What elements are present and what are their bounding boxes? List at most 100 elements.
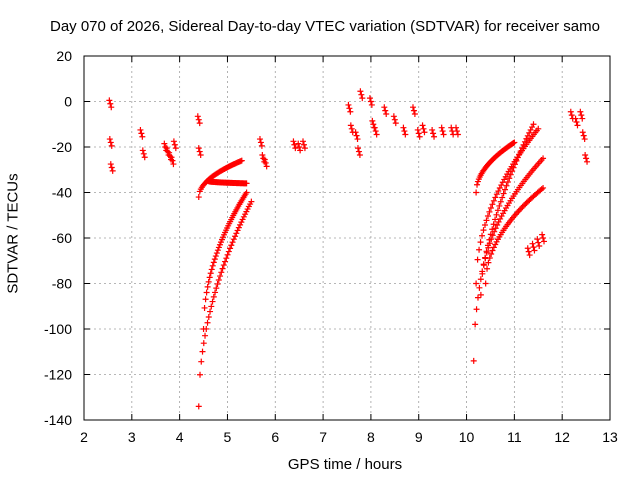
data-point [161,140,168,147]
data-point [493,191,500,198]
data-point [200,326,207,332]
data-point [109,167,116,174]
data-point [472,321,479,328]
data-point [522,201,529,208]
data-point [538,186,545,193]
data-point [172,145,179,152]
data-point [535,239,542,246]
data-point [169,157,176,164]
data-point [240,213,247,220]
data-point [222,258,229,265]
data-point [419,122,426,129]
data-point [523,199,530,206]
data-point [301,145,308,152]
y-tick-label: 20 [56,48,72,64]
data-point [520,202,527,209]
data-point [440,131,447,138]
y-tick-label: -120 [44,367,72,383]
data-point [359,95,366,102]
y-tick-label: -80 [52,276,72,292]
data-point [108,164,115,171]
data-point [210,293,217,300]
x-tick-label: 12 [554,429,570,445]
data-point [582,151,589,158]
data-point [486,254,493,261]
x-tick-label: 4 [176,429,184,445]
data-point [201,304,208,311]
data-point [567,108,574,115]
data-point [372,128,379,135]
data-point [573,118,580,125]
data-point [205,278,212,285]
data-point [519,203,526,210]
data-point [486,240,493,247]
data-point [492,194,499,201]
data-point [526,252,533,259]
data-point [170,138,177,145]
data-point [207,308,214,315]
data-point [516,206,523,213]
data-point [476,246,483,253]
data-point [499,179,506,186]
data-point [369,117,376,124]
data-point [227,245,234,252]
data-point [371,124,378,131]
data-point [296,144,303,150]
data-point [492,225,499,232]
data-point [259,151,266,158]
data-point [429,126,436,133]
data-point [217,273,224,280]
data-point [511,139,518,146]
data-point [370,121,377,128]
data-point [518,205,525,212]
data-point [195,403,202,410]
data-point [258,142,265,149]
y-tick-label: 0 [64,94,72,110]
data-point [232,233,239,240]
data-point [453,128,460,135]
data-point [204,283,211,290]
data-point [195,116,202,123]
data-point [481,222,488,229]
data-point [373,131,380,138]
data-point [223,255,230,262]
data-point [230,236,237,243]
data-point [578,112,585,119]
data-point [525,248,532,255]
data-point [163,145,170,152]
data-point [290,138,297,145]
y-tick-label: -100 [44,321,72,337]
data-point [220,262,227,269]
data-point [141,154,148,161]
data-point [491,228,498,235]
data-point [485,244,492,251]
y-tick-label: -40 [52,185,72,201]
data-point [484,265,491,272]
data-point [531,247,538,254]
data-point [490,197,497,204]
data-point [540,155,547,162]
data-point [108,104,115,111]
data-point [354,145,361,152]
x-tick-label: 13 [602,429,618,445]
plot-frame [83,55,611,421]
data-point [572,115,579,122]
data-point [580,132,587,139]
data-point [211,256,218,263]
data-point [356,151,363,158]
data-point [480,262,487,269]
data-point [402,131,409,138]
data-point [579,115,586,122]
x-tick-label: 7 [319,429,327,445]
x-axis: 2 3 4 5 6 7 8 9 10 11 12 13 [80,56,618,445]
data-point [195,194,202,201]
data-point [170,161,177,168]
data-point [213,250,220,257]
data-point [494,222,501,229]
data-point [474,256,481,263]
data-point [166,149,173,156]
data-point [358,91,365,98]
data-point [496,185,503,192]
data-point [199,348,206,355]
data-point [409,104,416,111]
